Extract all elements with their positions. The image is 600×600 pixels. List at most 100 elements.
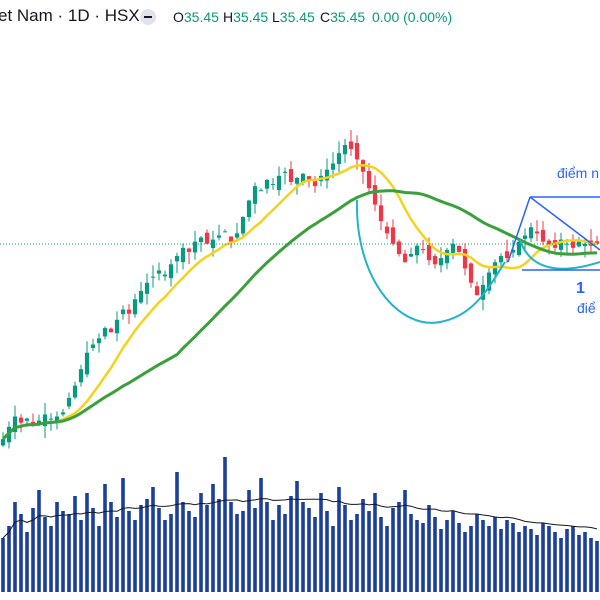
candle-body xyxy=(234,233,240,238)
volume-bar xyxy=(85,493,89,592)
volume-bar xyxy=(511,523,515,592)
candle-body xyxy=(294,177,300,184)
ohlc-close: C35.45 xyxy=(320,9,366,25)
volume-bar xyxy=(475,514,479,592)
candle-body xyxy=(402,253,408,263)
volume-bar xyxy=(343,505,347,592)
candle-body xyxy=(516,241,522,255)
volume-bar xyxy=(289,496,293,592)
volume-bar xyxy=(313,517,317,592)
candle-body xyxy=(132,299,138,315)
volume-bar xyxy=(583,532,587,592)
collapse-icon[interactable] xyxy=(140,9,156,25)
volume-bar xyxy=(535,535,539,592)
candle-body xyxy=(390,227,396,244)
volume-bar xyxy=(37,490,41,592)
candle-body xyxy=(0,439,6,446)
volume-bar xyxy=(157,508,161,592)
candle-body xyxy=(180,247,186,263)
candle-body xyxy=(114,319,120,334)
cup-shape xyxy=(355,199,506,324)
candle-body xyxy=(144,282,150,294)
volume-bar xyxy=(307,508,311,592)
candle-body xyxy=(174,256,180,262)
candle-body xyxy=(198,237,204,243)
volume-bar xyxy=(499,529,503,592)
volume-bar xyxy=(7,526,11,592)
candle-body xyxy=(408,254,414,257)
candle-body xyxy=(54,416,60,423)
ohlc-open: O35.45 xyxy=(173,9,219,25)
candle-body xyxy=(156,270,162,274)
candle-body xyxy=(420,249,426,251)
volume-bar xyxy=(163,520,167,592)
candle-body xyxy=(456,245,462,252)
candle-body xyxy=(192,241,198,253)
volume-bar xyxy=(295,481,299,592)
ohlc-low: L35.45 xyxy=(272,9,315,25)
candle-body xyxy=(222,231,228,233)
volume-bar xyxy=(421,523,425,592)
volume-bar xyxy=(571,526,575,592)
candle-body xyxy=(162,274,168,277)
candle-body xyxy=(228,236,234,242)
candle-body xyxy=(546,240,552,246)
volume-bar xyxy=(91,508,95,592)
volume-bar xyxy=(103,484,107,592)
volume-bar xyxy=(61,511,65,592)
volume-bar xyxy=(391,508,395,592)
candle-body xyxy=(258,190,264,192)
volume-bar xyxy=(151,487,155,592)
candle-body xyxy=(444,249,450,264)
candle-body xyxy=(120,309,126,315)
candle-body xyxy=(492,262,498,275)
annotation-bottom: điể xyxy=(577,300,596,316)
candle-body xyxy=(342,144,348,155)
candle-body xyxy=(396,241,402,254)
candlestick-series xyxy=(0,130,600,449)
volume-bar xyxy=(73,496,77,592)
volume-bar xyxy=(469,526,473,592)
candle-body xyxy=(330,163,336,170)
candle-body xyxy=(186,248,192,252)
volume-bar xyxy=(97,526,101,592)
volume-bar xyxy=(205,505,209,592)
chart-header: et Nam · 1D · HSX O35.45 H35.45 L35.45 C… xyxy=(0,0,600,34)
volume-bar xyxy=(379,517,383,592)
volume-bar xyxy=(115,517,119,592)
volume-bar xyxy=(247,490,251,592)
volume-bar xyxy=(481,520,485,592)
volume-bar xyxy=(397,502,401,592)
volume-bar xyxy=(49,526,53,592)
volume-bar xyxy=(1,538,5,592)
ohlc-change: 0.00 (0.00%) xyxy=(372,9,453,25)
volume-bar xyxy=(331,526,335,592)
candle-body xyxy=(510,249,516,253)
candle-body xyxy=(60,412,66,415)
candle-body xyxy=(240,216,246,234)
candle-body xyxy=(72,385,78,398)
candle-body xyxy=(468,263,474,283)
candle-body xyxy=(150,276,156,278)
volume-bar xyxy=(385,526,389,592)
volume-bar xyxy=(403,490,407,592)
candle-body xyxy=(426,244,432,261)
volume-bar xyxy=(577,535,581,592)
volume-bar xyxy=(271,520,275,592)
volume-bar xyxy=(127,511,131,592)
symbol-title[interactable]: et Nam · 1D · HSX xyxy=(0,6,140,25)
volume-bar xyxy=(265,502,269,592)
candle-body xyxy=(282,171,288,173)
volume-ma-line xyxy=(2,498,598,539)
volume-bar xyxy=(55,502,59,592)
volume-bar xyxy=(445,520,449,592)
candle-body xyxy=(108,328,114,333)
volume-bar xyxy=(325,511,329,592)
volume-bar xyxy=(67,514,71,592)
candle-body xyxy=(474,286,480,296)
volume-bar xyxy=(31,508,35,592)
volume-bar xyxy=(43,517,47,592)
candle-body xyxy=(300,173,306,184)
candle-body xyxy=(378,205,384,222)
